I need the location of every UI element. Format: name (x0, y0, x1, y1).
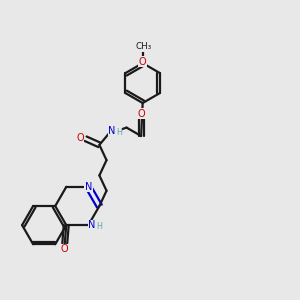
Text: O: O (139, 57, 146, 67)
Text: N: N (85, 182, 92, 192)
Text: N: N (88, 220, 96, 230)
Text: CH₃: CH₃ (136, 42, 152, 51)
Text: N: N (108, 126, 116, 136)
Text: O: O (61, 244, 68, 254)
Text: H: H (96, 223, 102, 232)
Text: O: O (138, 109, 146, 118)
Text: O: O (76, 133, 84, 143)
Text: H: H (116, 128, 122, 137)
